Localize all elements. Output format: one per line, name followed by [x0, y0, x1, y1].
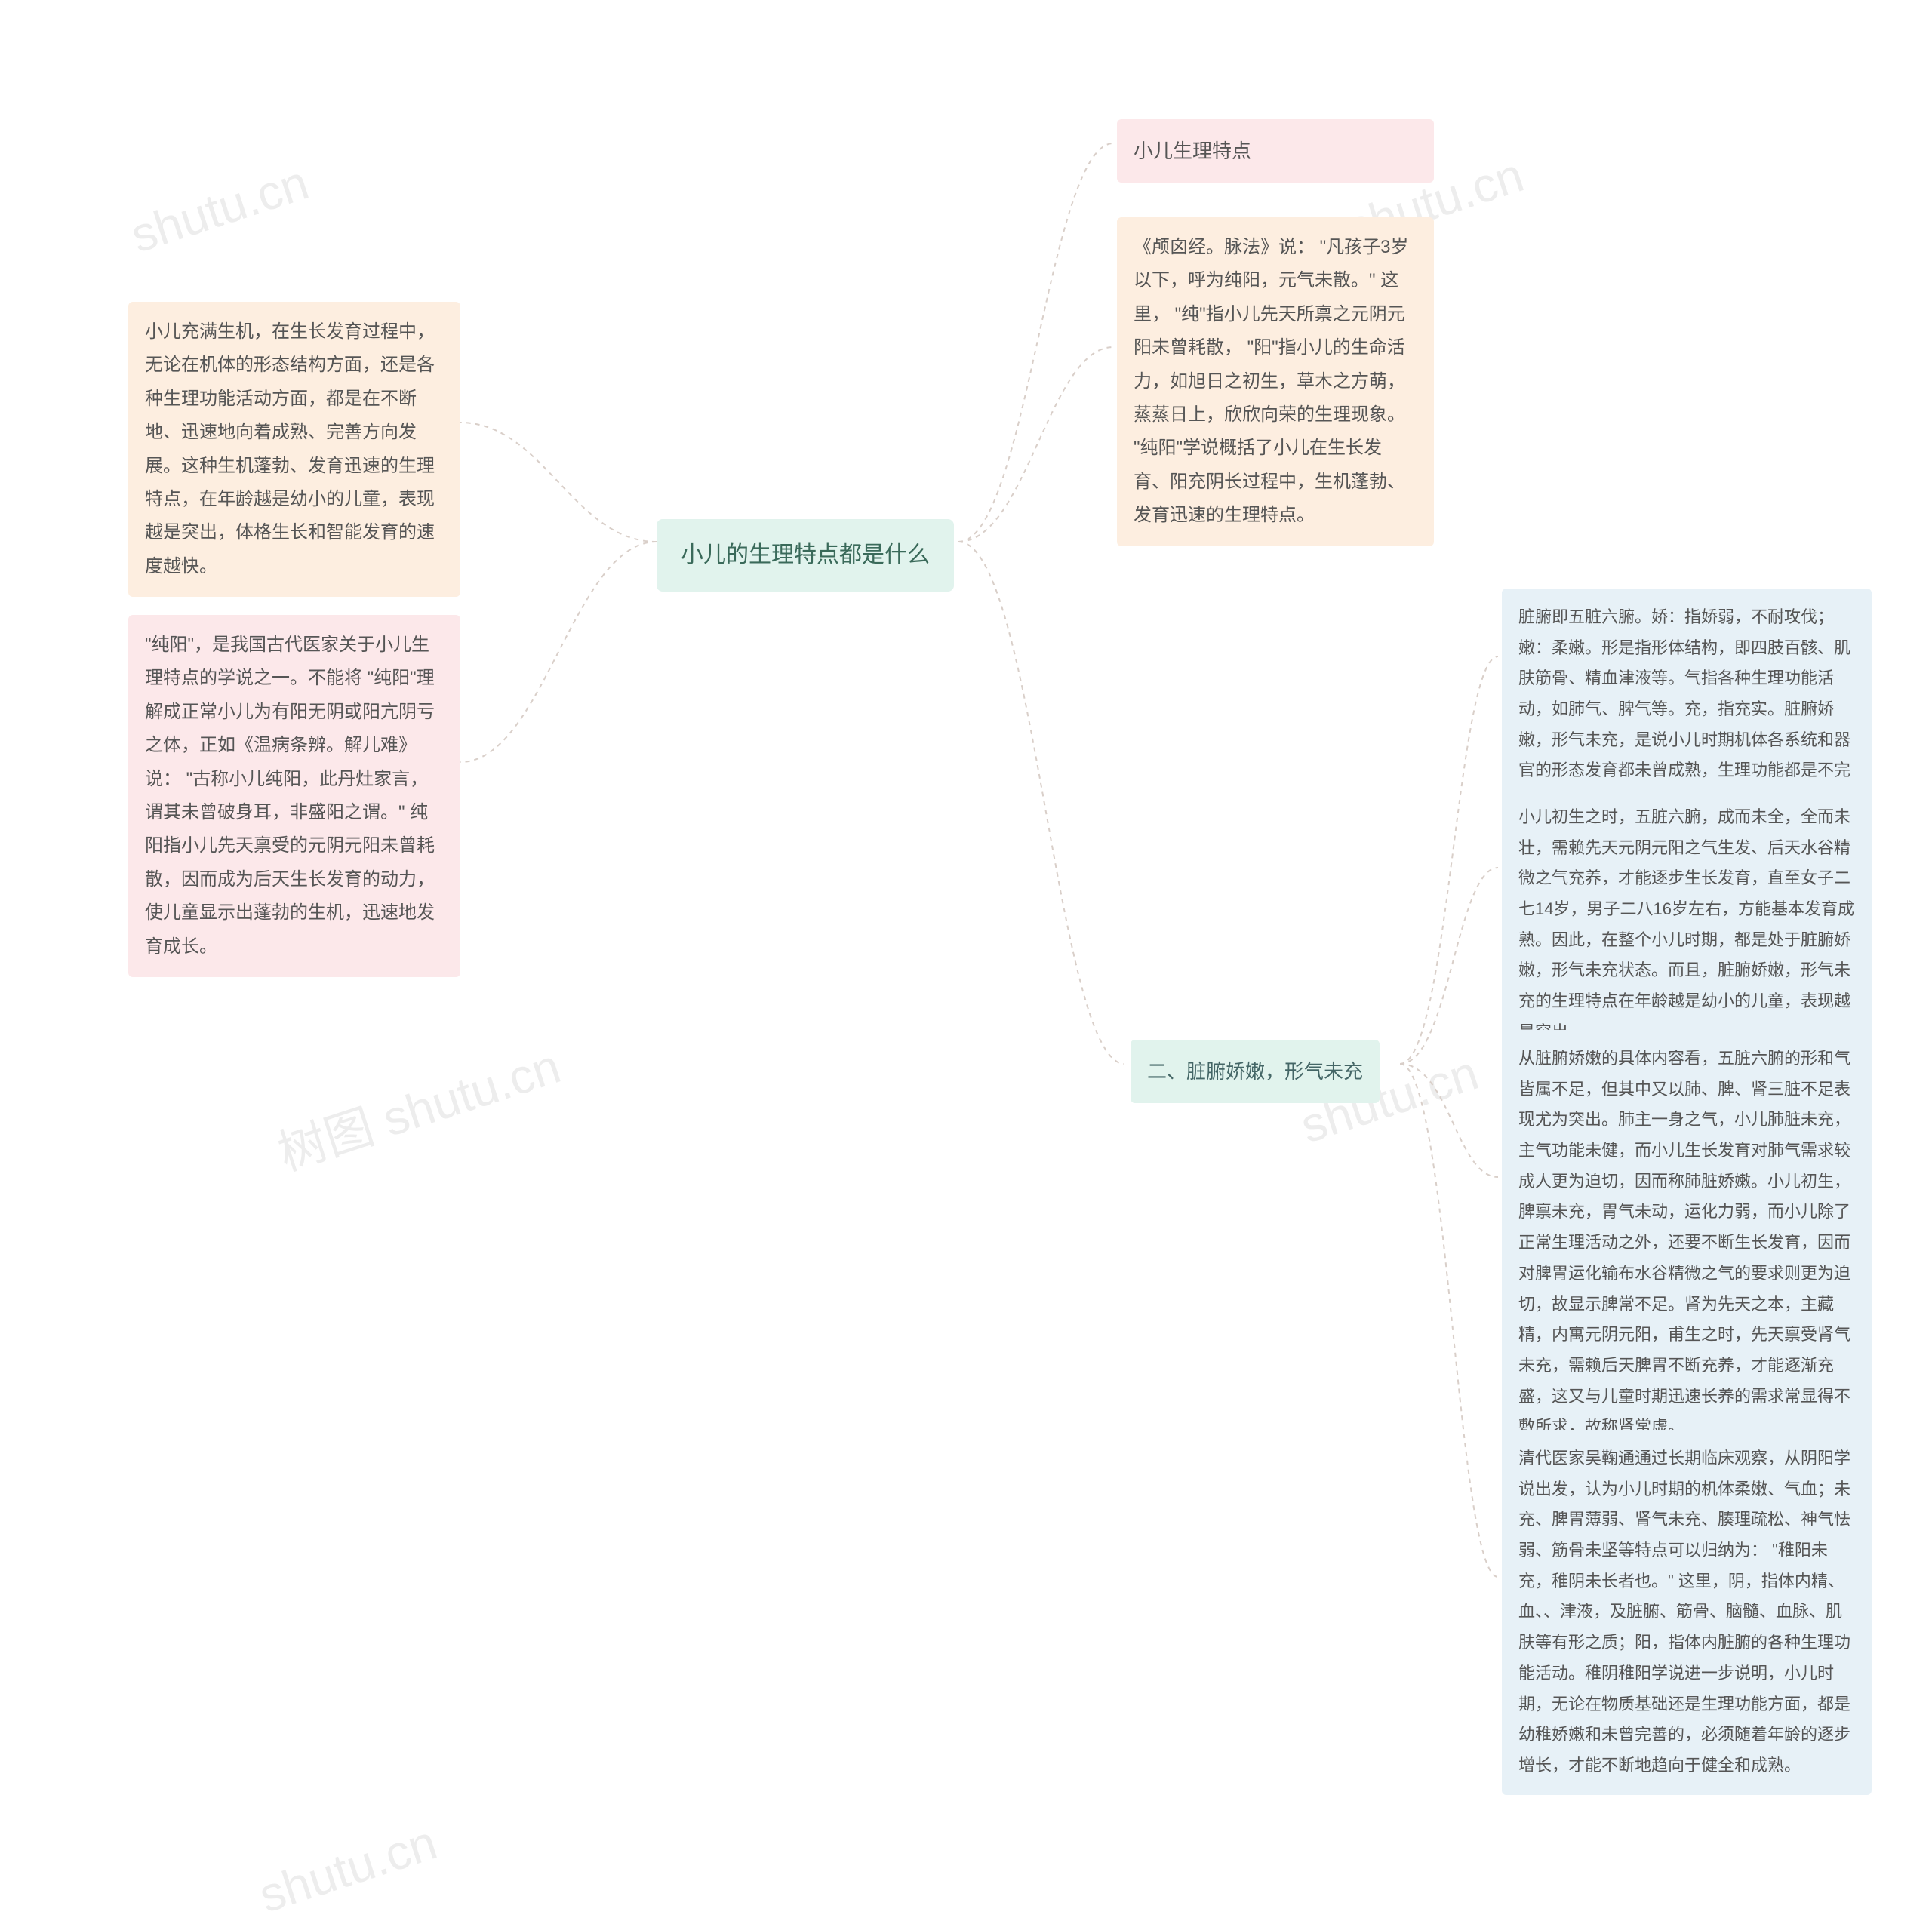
- watermark: shutu.cn: [124, 154, 315, 263]
- watermark: 树图 shutu.cn: [268, 1028, 568, 1184]
- right-top-title: 小儿生理特点: [1117, 119, 1434, 183]
- right-bottom-item-2: 从脏腑娇嫩的具体内容看，五脏六腑的形和气皆属不足，但其中又以肺、脾、肾三脏不足表…: [1502, 1030, 1872, 1456]
- right-bottom-item-3: 清代医家吴鞠通通过长期临床观察，从阴阳学说出发，认为小儿时期的机体柔嫩、气血；未…: [1502, 1430, 1872, 1795]
- center-topic: 小儿的生理特点都是什么: [657, 519, 954, 592]
- watermark: shutu.cn: [252, 1814, 443, 1923]
- right-top-body: 《颅囟经。脉法》说： "凡孩子3岁以下，呼为纯阳，元气未散。" 这里， "纯"指…: [1117, 217, 1434, 546]
- right-bottom-title: 二、脏腑娇嫩，形气未充: [1131, 1040, 1380, 1103]
- left-bottom-note: "纯阳"，是我国古代医家关于小儿生理特点的学说之一。不能将 "纯阳"理解成正常小…: [128, 615, 460, 977]
- left-top-note: 小儿充满生机，在生长发育过程中，无论在机体的形态结构方面，还是各种生理功能活动方…: [128, 302, 460, 597]
- right-bottom-item-1: 小儿初生之时，五脏六腑，成而未全，全而未壮，需赖先天元阴元阳之气生发、后天水谷精…: [1502, 788, 1872, 1062]
